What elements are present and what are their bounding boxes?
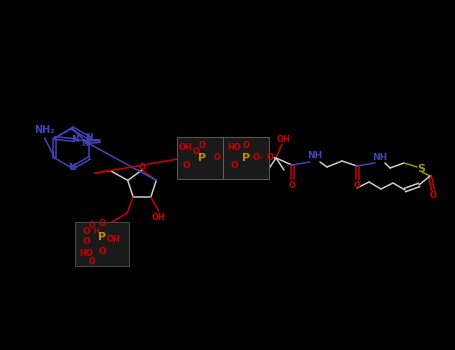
Text: P: P bbox=[242, 153, 250, 163]
Text: HO: HO bbox=[227, 142, 241, 152]
Text: P: P bbox=[98, 232, 106, 242]
Text: NH₂: NH₂ bbox=[35, 125, 55, 135]
Text: O: O bbox=[82, 238, 90, 246]
Text: OH: OH bbox=[107, 236, 121, 245]
Text: O: O bbox=[192, 147, 199, 155]
FancyBboxPatch shape bbox=[177, 137, 223, 179]
Text: O: O bbox=[430, 191, 436, 201]
Text: P: P bbox=[198, 153, 206, 163]
Text: NH: NH bbox=[372, 153, 388, 161]
Text: OH: OH bbox=[179, 142, 193, 152]
Text: O-: O- bbox=[253, 154, 263, 162]
Text: O: O bbox=[267, 154, 273, 162]
Text: O: O bbox=[213, 154, 221, 162]
Text: O: O bbox=[243, 140, 249, 149]
Text: O: O bbox=[98, 218, 106, 228]
Text: H: H bbox=[93, 228, 99, 234]
Text: S: S bbox=[417, 164, 425, 174]
Text: O: O bbox=[198, 140, 206, 149]
Text: O: O bbox=[98, 246, 106, 256]
Text: O: O bbox=[89, 220, 95, 230]
FancyBboxPatch shape bbox=[75, 222, 129, 266]
FancyBboxPatch shape bbox=[223, 137, 269, 179]
Text: HO: HO bbox=[79, 248, 93, 258]
Text: O: O bbox=[288, 181, 295, 189]
Text: OH: OH bbox=[152, 213, 166, 222]
Text: N: N bbox=[81, 139, 89, 147]
Text: O: O bbox=[82, 226, 90, 236]
Text: NH: NH bbox=[308, 152, 323, 161]
Text: O: O bbox=[230, 161, 238, 170]
Text: N: N bbox=[71, 135, 79, 145]
Text: N: N bbox=[68, 163, 76, 173]
Text: O: O bbox=[354, 181, 360, 189]
Text: O: O bbox=[89, 257, 95, 266]
Text: O: O bbox=[182, 161, 190, 169]
Text: O: O bbox=[138, 162, 146, 172]
Text: N: N bbox=[86, 133, 93, 142]
Text: OH: OH bbox=[277, 134, 291, 144]
